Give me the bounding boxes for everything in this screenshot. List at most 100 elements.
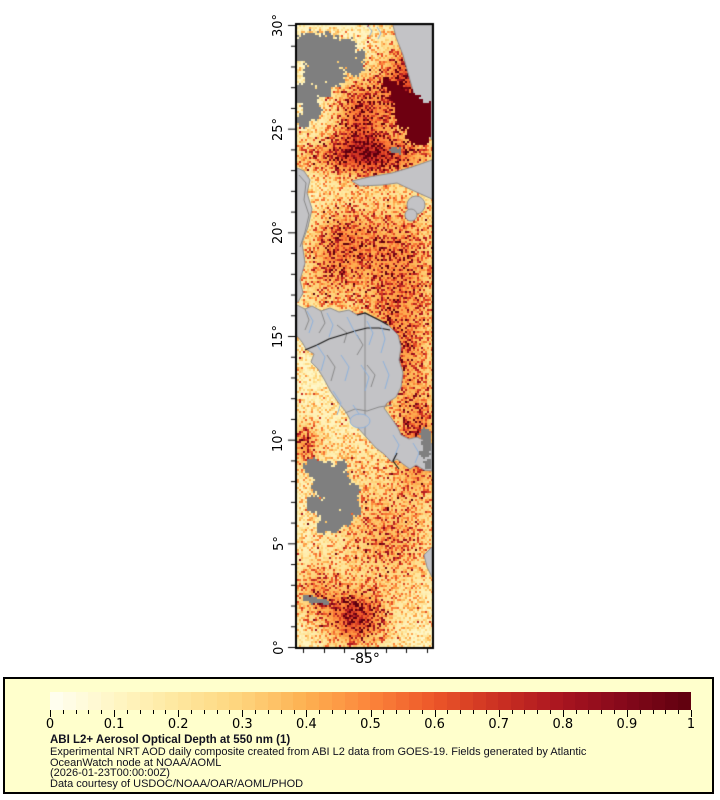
colorbar-segment — [639, 692, 653, 710]
colorbar-segment — [370, 692, 384, 710]
colorbar-segment — [447, 692, 460, 710]
colorbar-segment — [677, 692, 691, 710]
colorbar-segment — [434, 692, 448, 710]
colorbar-tick — [652, 710, 654, 714]
colorbar-tick — [357, 710, 359, 714]
colorbar-tick — [332, 710, 334, 714]
colorbar-segment — [152, 692, 166, 710]
legend-caption: ABI L2+ Aerosol Optical Depth at 550 nm … — [50, 734, 692, 789]
colorbar-label-05: 0.5 — [360, 717, 381, 732]
colorbar-segment — [280, 692, 294, 710]
colorbar-segment — [101, 692, 115, 710]
y-tick-label-10: 10° — [271, 428, 287, 452]
colorbar-tick — [203, 710, 205, 714]
colorbar-segment — [460, 692, 473, 710]
colorbar-tick — [396, 710, 398, 714]
colorbar-segment — [498, 692, 512, 710]
colorbar-segment — [575, 692, 589, 710]
colorbar-tick — [575, 710, 577, 714]
colorbar-segment — [165, 692, 179, 710]
colorbar-segment — [511, 692, 525, 710]
colorbar-segment — [62, 692, 76, 710]
colorbar-tick — [549, 710, 551, 714]
colorbar-segment — [306, 692, 320, 710]
colorbar-segment — [216, 692, 230, 710]
colorbar-tick — [62, 710, 64, 714]
legend-panel: 0 0.1 0.2 0.3 0.4 0.5 0.6 0.7 0.8 0.9 1 … — [3, 677, 714, 794]
colorbar-label-07: 0.7 — [488, 717, 510, 732]
colorbar-tick — [165, 710, 167, 714]
colorbar-label-09: 0.9 — [616, 717, 638, 732]
colorbar-segment — [126, 692, 140, 710]
colorbar-tick — [267, 710, 269, 714]
colorbar-segment — [626, 692, 640, 710]
colorbar-label-01: 0.1 — [103, 717, 125, 732]
colorbar-tick — [178, 710, 180, 717]
colorbar-tick — [473, 710, 475, 714]
y-tick-label-25: 25° — [271, 117, 287, 141]
colorbar-tick — [216, 710, 218, 714]
colorbar-tick — [191, 710, 193, 714]
colorbar-segment — [255, 692, 268, 710]
colorbar-tick — [229, 710, 231, 714]
colorbar-tick — [408, 710, 410, 714]
colorbar-tick — [434, 710, 436, 717]
colorbar-tick — [524, 710, 526, 714]
colorbar-tick — [319, 710, 321, 714]
colorbar-segment — [203, 692, 217, 710]
y-tick-label-0: 0° — [271, 639, 287, 655]
colorbar-tick — [537, 710, 539, 714]
y-tick-label-30: 30° — [271, 13, 287, 37]
colorbar-segment — [114, 692, 127, 710]
colorbar-segment — [331, 692, 345, 710]
colorbar-segment — [549, 692, 563, 710]
colorbar-tick — [691, 710, 692, 717]
colorbar-segment — [600, 692, 614, 710]
colorbar-segment — [408, 692, 422, 710]
colorbar-tick — [126, 710, 128, 714]
colorbar-segment — [524, 692, 537, 710]
colorbar-tick — [678, 710, 680, 714]
legend-title: ABI L2+ Aerosol Optical Depth at 550 nm … — [50, 734, 291, 746]
colorbar-segment — [139, 692, 153, 710]
colorbar-segment — [357, 692, 371, 710]
colorbar-tick — [255, 710, 257, 714]
colorbar-tick — [562, 710, 564, 717]
colorbar-tick — [101, 710, 103, 714]
colorbar — [50, 692, 691, 710]
x-tick-label: -85° — [350, 651, 380, 667]
y-tick-label-15: 15° — [271, 324, 287, 348]
colorbar-segment — [50, 692, 63, 710]
legend-credit: Data courtesy of USDOC/NOAA/OAR/AOML/PHO… — [50, 777, 304, 790]
colorbar-segment — [421, 692, 435, 710]
colorbar-segment — [319, 692, 332, 710]
colorbar-segment — [293, 692, 307, 710]
colorbar-segment — [344, 692, 358, 710]
colorbar-segment — [536, 692, 550, 710]
colorbar-tick — [306, 710, 308, 717]
colorbar-segment — [485, 692, 499, 710]
colorbar-segment — [190, 692, 204, 710]
colorbar-label-1: 1 — [686, 717, 696, 732]
colorbar-tick — [601, 710, 603, 714]
colorbar-tick — [152, 710, 154, 714]
colorbar-tick — [665, 710, 667, 714]
colorbar-tick — [588, 710, 590, 714]
colorbar-tick — [485, 710, 487, 714]
colorbar-tick — [639, 710, 641, 714]
legend-description-line2: OceanWatch node at NOAA/AOML — [50, 756, 222, 769]
colorbar-segment — [588, 692, 601, 710]
colorbar-segment — [178, 692, 191, 710]
colorbar-tick — [293, 710, 295, 714]
colorbar-tick — [114, 710, 116, 717]
colorbar-tick — [75, 710, 77, 714]
colorbar-segment — [395, 692, 409, 710]
y-tick-label-20: 20° — [271, 220, 287, 244]
colorbar-segment — [652, 692, 665, 710]
colorbar-segment — [88, 692, 102, 710]
colorbar-segment — [267, 692, 281, 710]
colorbar-label-06: 0.6 — [424, 717, 445, 732]
colorbar-segment — [75, 692, 89, 710]
colorbar-tick — [88, 710, 90, 714]
